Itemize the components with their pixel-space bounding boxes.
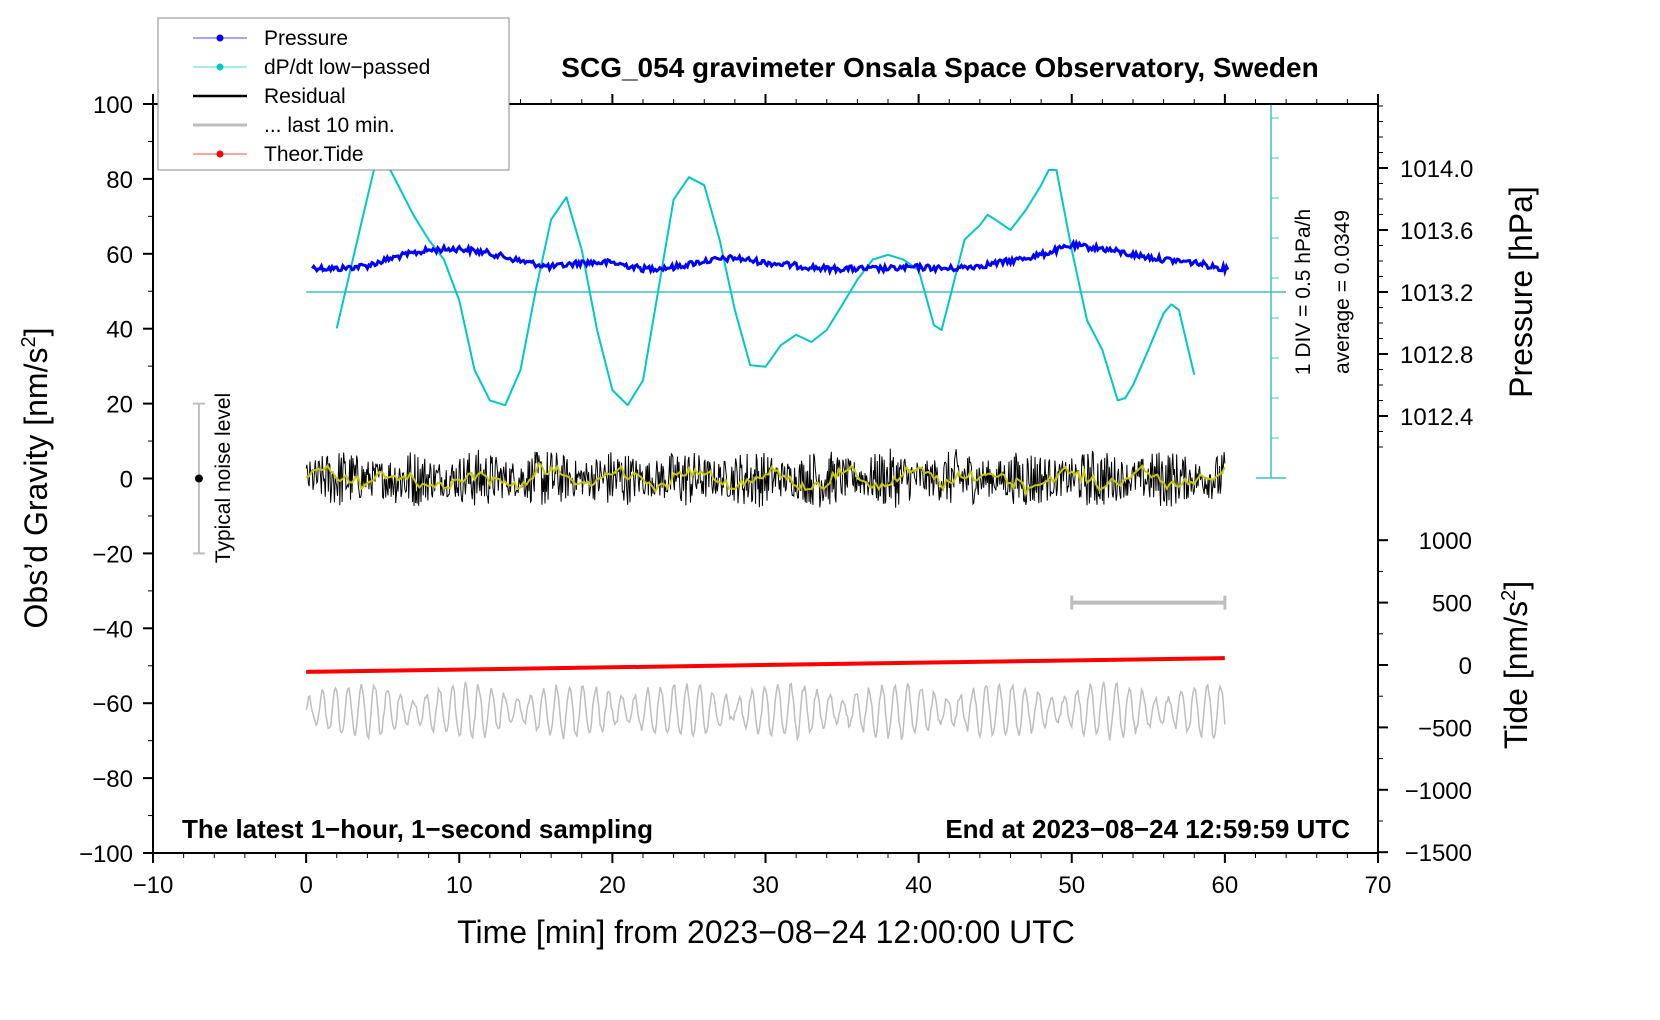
- pressure-tick-label: 1012.4: [1400, 404, 1473, 431]
- residual-line: [305, 448, 1226, 508]
- y-tick-label: 40: [106, 317, 133, 344]
- noise-level-label: Typical noise level: [212, 393, 235, 563]
- x-tick-label: 20: [599, 872, 626, 899]
- pressure-tick-label: 1013.2: [1400, 280, 1473, 307]
- x-tick-label: 40: [905, 872, 932, 899]
- tide-tick-label: 1000: [1419, 528, 1472, 555]
- x-tick-label: −10: [133, 872, 174, 899]
- tide-axis-label-main: Tide [nm/s: [1498, 601, 1534, 749]
- legend-marker: [216, 150, 224, 158]
- average-label: average = 0.0349: [1331, 210, 1354, 374]
- y-tick-label: −20: [92, 541, 133, 568]
- tide-line: [306, 656, 1225, 674]
- y-tick-label: 60: [106, 242, 133, 269]
- annotation-end-time: End at 2023−08−24 12:59:59 UTC: [945, 814, 1350, 844]
- tide-tick-label: −1500: [1405, 840, 1472, 867]
- legend-marker: [216, 63, 224, 71]
- residual-smoothed-line: [305, 461, 1226, 497]
- legend-label: dP/dt low−passed: [264, 56, 430, 79]
- legend-marker: [216, 34, 224, 42]
- x-tick-label: 50: [1058, 872, 1085, 899]
- pressure-axis-label: Pressure [hPa]: [1503, 186, 1539, 398]
- x-tick-label: 0: [299, 872, 312, 899]
- tide-tick-label: −500: [1418, 715, 1472, 742]
- y-tick-label: 80: [106, 167, 133, 194]
- last10-line: [305, 681, 1226, 742]
- y-axis-label-end: ]: [18, 328, 54, 337]
- y-tick-label: −40: [92, 616, 133, 643]
- x-tick-label: 30: [752, 872, 779, 899]
- x-tick-label: 70: [1365, 872, 1392, 899]
- x-tick-label: 10: [446, 872, 473, 899]
- tide-tick-label: 500: [1432, 591, 1472, 618]
- y-axis-label: Obs’d Gravity [nm/s2]: [18, 328, 54, 629]
- pressure-tick-label: 1014.0: [1400, 156, 1473, 183]
- x-tick-label: 60: [1212, 872, 1239, 899]
- tide-axis-label-sup: 2: [1498, 590, 1520, 601]
- y-tick-label: 0: [120, 467, 133, 494]
- tide-tick-label: 0: [1459, 653, 1472, 680]
- tide-axis-label-end: ]: [1498, 581, 1534, 590]
- legend-label: Theor.Tide: [264, 143, 364, 166]
- annotation-sampling: The latest 1−hour, 1−second sampling: [182, 814, 653, 844]
- pressure-line: [311, 238, 1230, 278]
- div-label: 1 DIV = 0.5 hPa/h: [1292, 209, 1315, 375]
- x-axis-label: Time [min] from 2023−08−24 12:00:00 UTC: [457, 914, 1075, 950]
- tide-tick-label: −1000: [1405, 778, 1472, 805]
- tide-axis-label: Tide [nm/s2]: [1498, 581, 1534, 749]
- y-axis-label-main: Obs’d Gravity [nm/s: [18, 348, 54, 629]
- chart-title: SCG_054 gravimeter Onsala Space Observat…: [561, 52, 1318, 83]
- y-tick-label: −100: [79, 841, 133, 868]
- legend-label: ... last 10 min.: [264, 114, 395, 137]
- y-tick-label: 100: [93, 92, 133, 119]
- legend-label: Residual: [264, 85, 346, 108]
- y-tick-label: −60: [92, 691, 133, 718]
- y-axis-label-sup: 2: [18, 336, 40, 347]
- pressure-tick-label: 1013.6: [1400, 218, 1473, 245]
- y-tick-label: 20: [106, 392, 133, 419]
- legend: Pressure dP/dt low−passed Residual ... last…: [157, 17, 510, 171]
- pressure-tick-label: 1012.8: [1400, 342, 1473, 369]
- y-tick-label: −80: [92, 766, 133, 793]
- dpdt-line: [335, 164, 1196, 407]
- noise-level-dot: [194, 474, 203, 483]
- legend-label: Pressure: [264, 27, 348, 50]
- legend-box: [157, 17, 510, 171]
